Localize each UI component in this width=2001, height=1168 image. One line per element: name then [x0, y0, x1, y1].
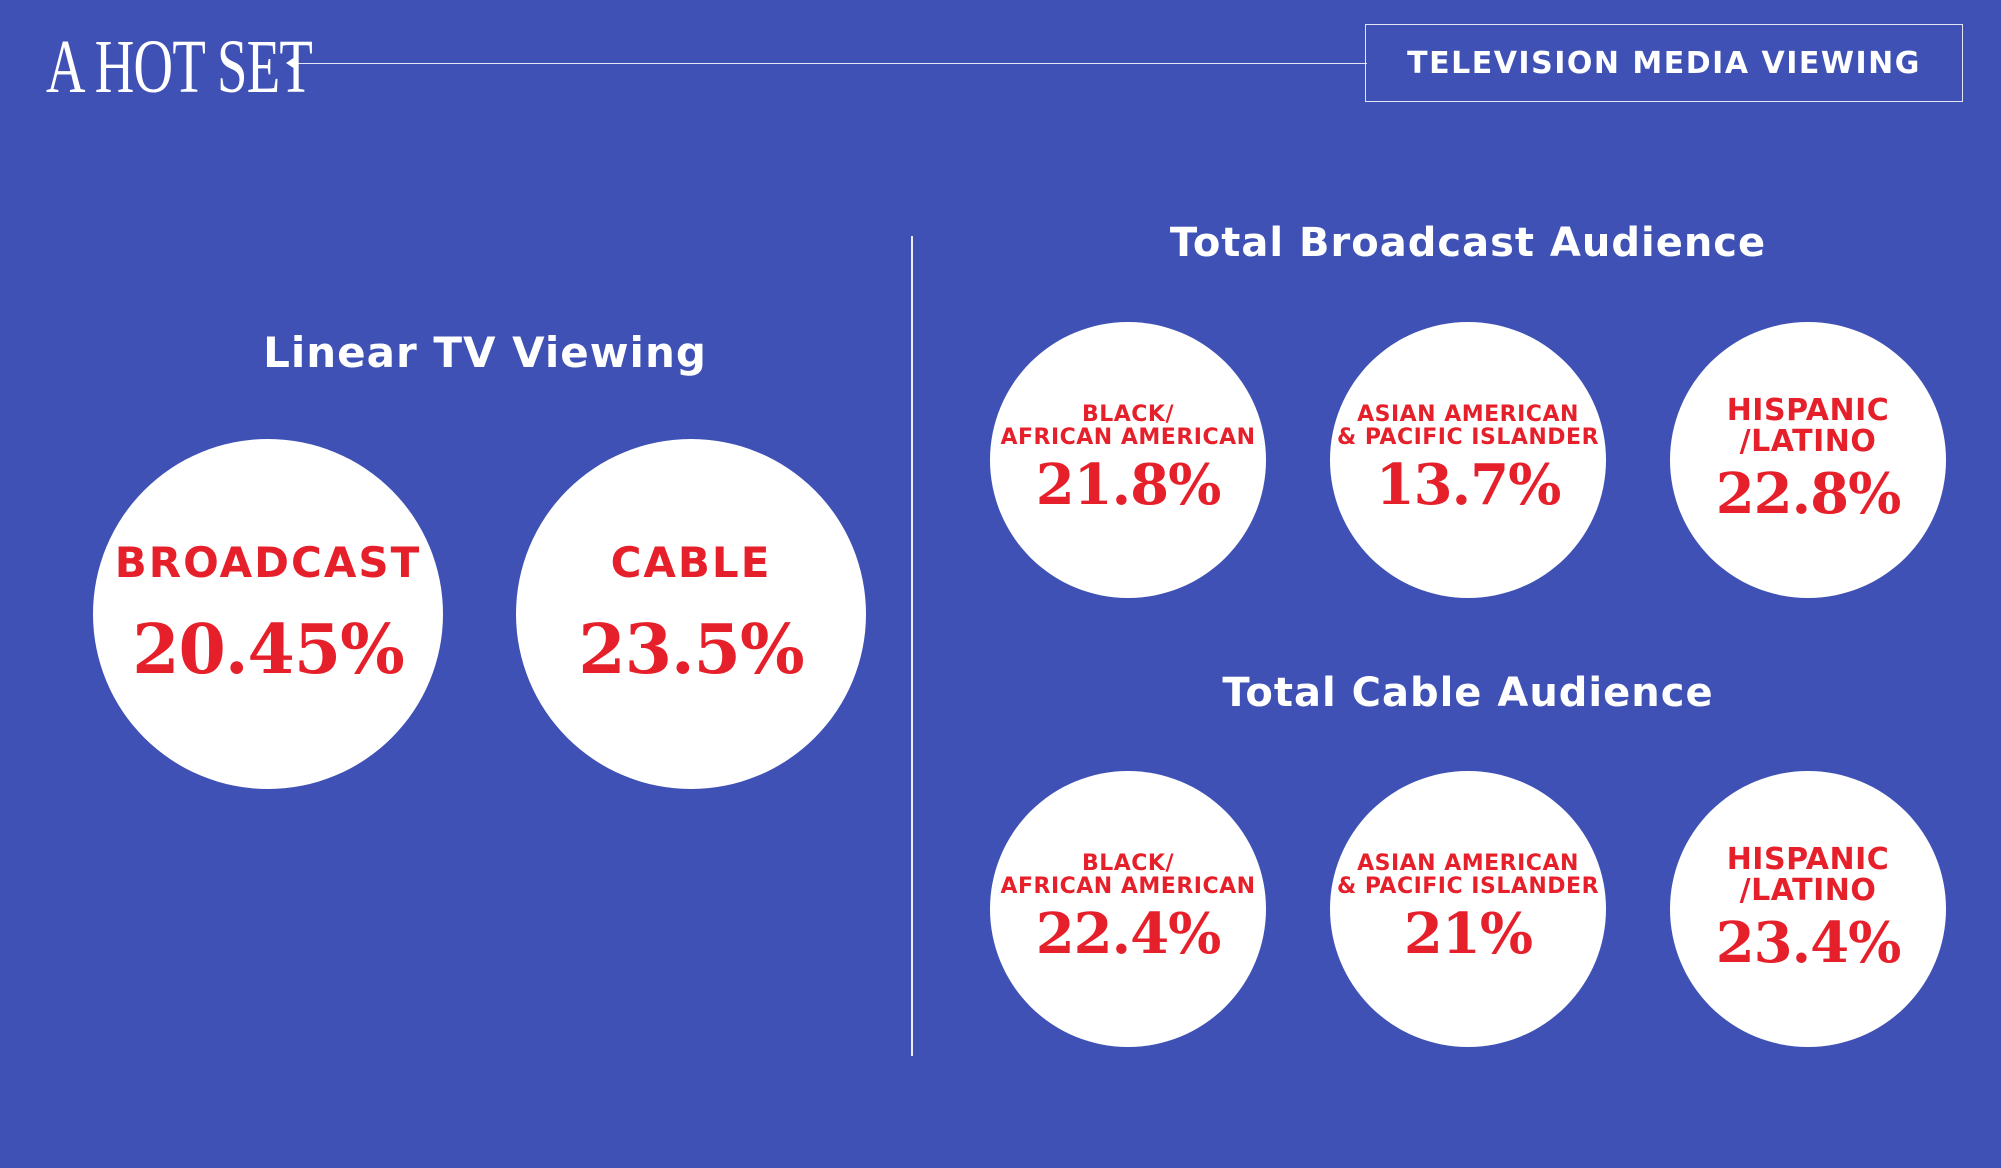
- broadcast-stat-circle: BROADCAST 20.45%: [93, 439, 443, 789]
- broadcast-stat-label: BROADCAST: [114, 537, 422, 587]
- cable-black-label: BLACK/ AFRICAN AMERICAN: [1000, 852, 1255, 898]
- cable-black-label-line2: AFRICAN AMERICAN: [1000, 874, 1256, 900]
- broadcast-black-value: 21.8%: [1035, 452, 1222, 519]
- section-tag: TELEVISION MEDIA VIEWING: [1365, 24, 1963, 102]
- broadcast-black-label-line2: AFRICAN AMERICAN: [1000, 425, 1256, 451]
- header-rule: [292, 63, 1367, 64]
- cable-hispanic-label-line1: HISPANIC: [1726, 841, 1890, 877]
- broadcast-asian-label-line2: & PACIFIC ISLANDER: [1336, 425, 1600, 451]
- cable-black-value: 22.4%: [1035, 901, 1222, 968]
- cable-asian-label: ASIAN AMERICAN & PACIFIC ISLANDER: [1337, 852, 1599, 898]
- broadcast-asian-label-line1: ASIAN AMERICAN: [1357, 402, 1579, 428]
- cable-asian-label-line1: ASIAN AMERICAN: [1357, 851, 1579, 877]
- linear-tv-heading: Linear TV Viewing: [263, 328, 707, 377]
- broadcast-hispanic-label-line2: /LATINO: [1739, 424, 1877, 460]
- broadcast-asian-label: ASIAN AMERICAN & PACIFIC ISLANDER: [1337, 403, 1599, 449]
- broadcast-hispanic-circle: HISPANIC /LATINO 22.8%: [1670, 322, 1946, 598]
- broadcast-hispanic-label: HISPANIC /LATINO: [1727, 395, 1890, 458]
- broadcast-stat-value: 20.45%: [132, 609, 405, 690]
- cable-hispanic-label-line2: /LATINO: [1739, 873, 1877, 909]
- cable-audience-heading: Total Cable Audience: [1222, 670, 1714, 716]
- cable-stat-value: 23.5%: [578, 609, 804, 690]
- cable-stat-label: CABLE: [610, 537, 772, 587]
- broadcast-black-label: BLACK/ AFRICAN AMERICAN: [1000, 403, 1255, 449]
- cable-asian-circle: ASIAN AMERICAN & PACIFIC ISLANDER 21%: [1330, 771, 1606, 1047]
- broadcast-black-label-line1: BLACK/: [1081, 402, 1175, 428]
- cable-asian-label-line2: & PACIFIC ISLANDER: [1336, 874, 1600, 900]
- broadcast-audience-heading: Total Broadcast Audience: [1169, 220, 1767, 266]
- cable-black-label-line1: BLACK/: [1081, 851, 1175, 877]
- vertical-divider: [911, 236, 913, 1056]
- broadcast-asian-value: 13.7%: [1375, 452, 1562, 519]
- arrow-left-icon: [286, 57, 295, 69]
- broadcast-black-circle: BLACK/ AFRICAN AMERICAN 21.8%: [990, 322, 1266, 598]
- broadcast-hispanic-label-line1: HISPANIC: [1726, 392, 1890, 428]
- broadcast-hispanic-value: 22.8%: [1715, 460, 1902, 527]
- cable-hispanic-circle: HISPANIC /LATINO 23.4%: [1670, 771, 1946, 1047]
- cable-asian-value: 21%: [1403, 901, 1533, 968]
- cable-hispanic-label: HISPANIC /LATINO: [1727, 844, 1890, 907]
- cable-black-circle: BLACK/ AFRICAN AMERICAN 22.4%: [990, 771, 1266, 1047]
- cable-hispanic-value: 23.4%: [1715, 909, 1902, 976]
- brand-logo: A HOT SET: [46, 25, 313, 109]
- cable-stat-circle: CABLE 23.5%: [516, 439, 866, 789]
- broadcast-asian-circle: ASIAN AMERICAN & PACIFIC ISLANDER 13.7%: [1330, 322, 1606, 598]
- section-tag-label: TELEVISION MEDIA VIEWING: [1407, 45, 1921, 81]
